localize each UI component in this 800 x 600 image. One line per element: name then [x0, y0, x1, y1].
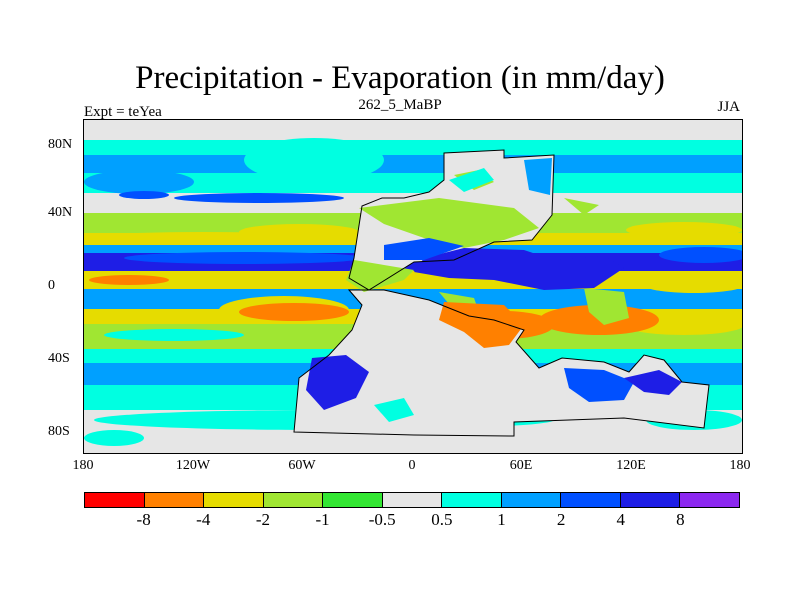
land-patch: [359, 198, 539, 248]
band: [84, 155, 742, 173]
feature: [659, 247, 742, 263]
colorbar: [84, 492, 740, 508]
colorbar-swatch: [144, 493, 205, 507]
feature: [84, 430, 144, 446]
x-tick-label: 60E: [509, 458, 533, 473]
colorbar-tick-label: 2: [556, 510, 566, 529]
x-tick-label: 120W: [175, 458, 211, 473]
feature: [239, 303, 349, 321]
colorbar-tick-label: 1: [497, 510, 506, 529]
chart-title: Precipitation - Evaporation (in mm/day): [135, 60, 665, 96]
land-dry-core: [439, 302, 524, 348]
feature: [89, 275, 169, 285]
feature: [174, 193, 344, 203]
continents: [294, 150, 709, 436]
colorbar-swatch: [680, 493, 740, 507]
chart-subtitle: 262_5_MaBP: [358, 97, 442, 113]
colorbar-swatch: [204, 493, 264, 507]
feature: [644, 277, 742, 293]
x-tick-label: 60W: [288, 458, 316, 473]
colorbar-swatch: [442, 493, 502, 507]
x-tick-label: 180: [729, 458, 751, 473]
map-plot-area: [83, 119, 743, 454]
precipitation-evaporation-map: [84, 120, 742, 453]
land-patch: [564, 198, 599, 215]
land-patch: [346, 260, 414, 292]
feature: [84, 170, 194, 194]
feature: [124, 252, 364, 264]
feature: [104, 329, 244, 341]
colorbar-tick-label: -1: [315, 510, 330, 529]
x-tick-label: 0: [408, 458, 416, 473]
colorbar-tick-label: -2: [255, 510, 270, 529]
coastline-north: [348, 149, 555, 291]
colorbar-tick-label: 8: [676, 510, 685, 529]
land-north-patch: [524, 158, 552, 195]
colorbar-swatch: [561, 493, 621, 507]
coastline-south: [293, 289, 710, 437]
band: [84, 173, 742, 193]
colorbar-tick-label: 0.5: [431, 510, 453, 529]
land-wet-belt: [384, 238, 464, 260]
y-tick-label: 40S: [48, 351, 70, 366]
colorbar-swatch: [382, 493, 443, 507]
land-wet-patch: [374, 398, 414, 422]
land-patch: [584, 288, 629, 325]
land-wet-patch: [306, 355, 369, 410]
band: [84, 120, 742, 140]
colorbar-swatch: [620, 493, 681, 507]
land-wet-patch: [564, 368, 634, 402]
y-tick-label: 0: [48, 278, 55, 293]
colorbar-swatch: [263, 493, 324, 507]
colorbar-tick-label: -0.5: [368, 510, 396, 529]
season-label: JJA: [717, 99, 740, 115]
x-tick-label: 180: [72, 458, 94, 473]
colorbar-swatch: [85, 493, 145, 507]
feature: [84, 232, 324, 244]
y-tick-label: 80N: [48, 137, 73, 152]
coastlines: [293, 149, 710, 437]
feature: [119, 191, 169, 199]
y-tick-label: 40N: [48, 205, 73, 220]
experiment-label: Expt = teYea: [84, 104, 162, 120]
band: [84, 271, 742, 289]
colorbar-swatch: [501, 493, 562, 507]
colorbar-tick-label: -4: [196, 510, 211, 529]
colorbar-tick-label: 4: [616, 510, 625, 529]
land-wet-belt: [414, 248, 624, 290]
y-tick-label: 80S: [48, 424, 70, 439]
land-north-patch: [449, 168, 494, 192]
colorbar-swatch: [323, 493, 383, 507]
feature: [626, 222, 742, 238]
land-wet-patch: [624, 370, 682, 395]
colorbar-tick-label: -8: [136, 510, 151, 529]
x-tick-label: 120E: [616, 458, 646, 473]
feature: [244, 138, 384, 182]
band: [84, 140, 742, 155]
